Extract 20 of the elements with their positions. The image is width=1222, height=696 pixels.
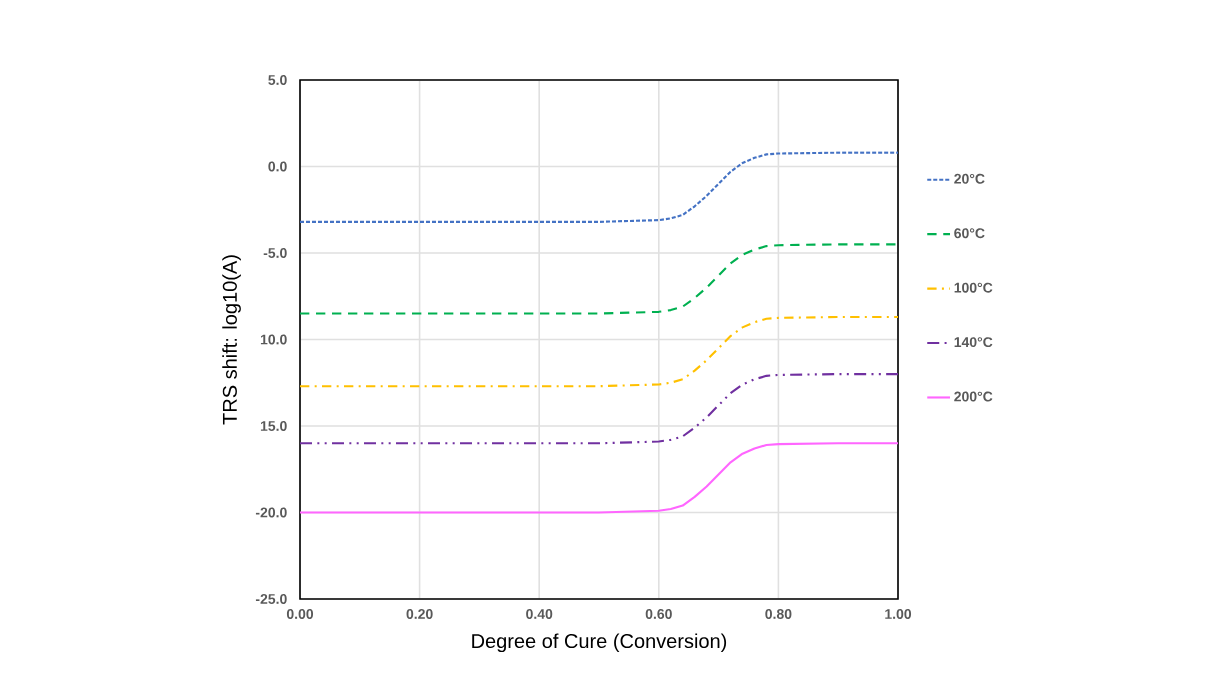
x-tick-label: 0.40 <box>526 609 553 619</box>
x-tick-label: 0.60 <box>645 609 672 619</box>
y-tick-label: 15.0 <box>260 421 287 431</box>
y-tick-label: 5.0 <box>268 75 287 85</box>
x-tick-label: 0.00 <box>286 609 314 619</box>
y-tick-label: -20.0 <box>255 507 287 518</box>
y-axis-title: TRS shift: log10(A) <box>222 255 241 425</box>
x-tick-label: 0.80 <box>765 609 792 619</box>
legend-label: 20°C <box>954 173 985 184</box>
y-tick-label: 10.0 <box>260 334 287 345</box>
legend-label: 60°C <box>954 228 985 239</box>
x-axis-title: Degree of Cure (Conversion) <box>472 633 727 653</box>
legend-label: 200°C <box>954 391 993 402</box>
x-tick-label: 0.20 <box>406 609 433 619</box>
y-tick-label: -5.0 <box>263 248 287 258</box>
y-tick-label: 0.0 <box>268 161 287 172</box>
legend-label: 140°C <box>954 337 993 348</box>
legend-label: 100°C <box>954 282 993 293</box>
y-tick-label: -25.0 <box>255 594 287 604</box>
x-tick-label: 1.00 <box>885 609 912 619</box>
